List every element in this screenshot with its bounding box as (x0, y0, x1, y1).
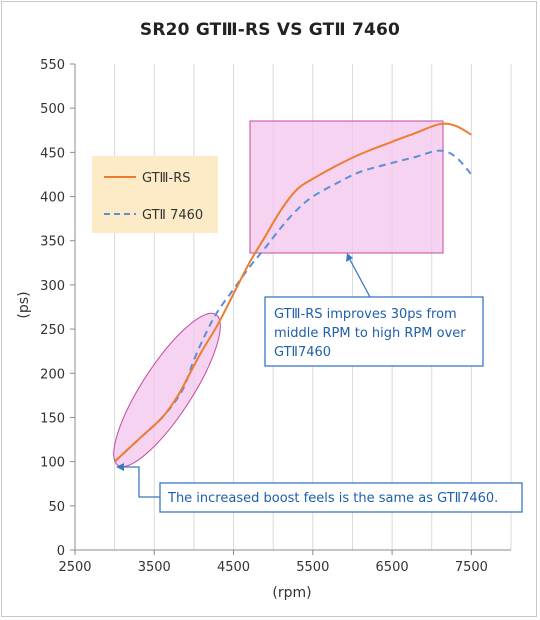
y-tick-label-250: 250 (40, 323, 65, 338)
y-tick-labels: 0 50 100 150 200 250 300 350 400 450 500 550 (40, 58, 65, 559)
callout-lower-text: The increased boost feels is the same as… (167, 491, 498, 506)
y-tick-label-150: 150 (40, 411, 65, 426)
callout-upper-text: GTⅢ-RS improves 30ps from middle RPM to … (274, 307, 470, 360)
y-tick-label-500: 500 (40, 102, 65, 117)
callout-upper-arrowhead (346, 253, 353, 262)
callout-upper-line-2: middle RPM to high RPM over (274, 326, 466, 341)
y-axis-label: (ps) (16, 291, 32, 318)
legend-label-gt3rs: GTⅢ-RS (142, 171, 191, 186)
callout-upper: GTⅢ-RS improves 30ps from middle RPM to … (264, 253, 484, 367)
x-tick-label-7500: 7500 (455, 560, 488, 575)
x-axis-label: (rpm) (272, 585, 311, 601)
axes (70, 63, 511, 555)
y-tick-label-550: 550 (40, 58, 65, 73)
chart-title: SR20 GTⅢ-RS VS GTⅡ 7460 (139, 20, 401, 40)
series-lines (113, 122, 473, 463)
x-tick-label-4500: 4500 (217, 560, 250, 575)
x-tick-label-5500: 5500 (296, 560, 329, 575)
legend-label-gt2-7460: GTⅡ 7460 (142, 208, 203, 223)
y-tick-label-100: 100 (40, 456, 65, 471)
y-tick-label-350: 350 (40, 235, 65, 250)
callout-lower-arrowhead (116, 463, 124, 471)
highlight-rect-mid-high-rpm (249, 120, 444, 254)
legend-box (92, 156, 218, 233)
callout-lower-box (159, 482, 523, 513)
y-tick-label-50: 50 (48, 500, 65, 515)
callout-upper-pointer (347, 255, 371, 298)
x-tick-labels: 2500 3500 4500 5500 6500 7500 (58, 560, 487, 575)
y-tick-label-0: 0 (57, 544, 65, 559)
x-tick-label-3500: 3500 (138, 560, 171, 575)
series-line-gt3rs (113, 122, 472, 463)
y-tick-label-400: 400 (40, 191, 65, 206)
legend: GTⅢ-RS GTⅡ 7460 (92, 156, 218, 233)
x-tick-label-2500: 2500 (58, 560, 91, 575)
y-tick-label-450: 450 (40, 146, 65, 161)
callout-upper-box (264, 296, 484, 367)
x-tick-label-6500: 6500 (376, 560, 409, 575)
y-tick-label-200: 200 (40, 367, 65, 382)
callout-upper-line-1: GTⅢ-RS improves 30ps from (274, 307, 457, 322)
series-line-gt2-7460 (113, 149, 473, 463)
callout-lower: The increased boost feels is the same as… (116, 463, 523, 513)
callout-lower-pointer (120, 466, 160, 498)
y-tick-label-300: 300 (40, 279, 65, 294)
callout-upper-line-3: GTⅡ7460 (274, 345, 331, 360)
